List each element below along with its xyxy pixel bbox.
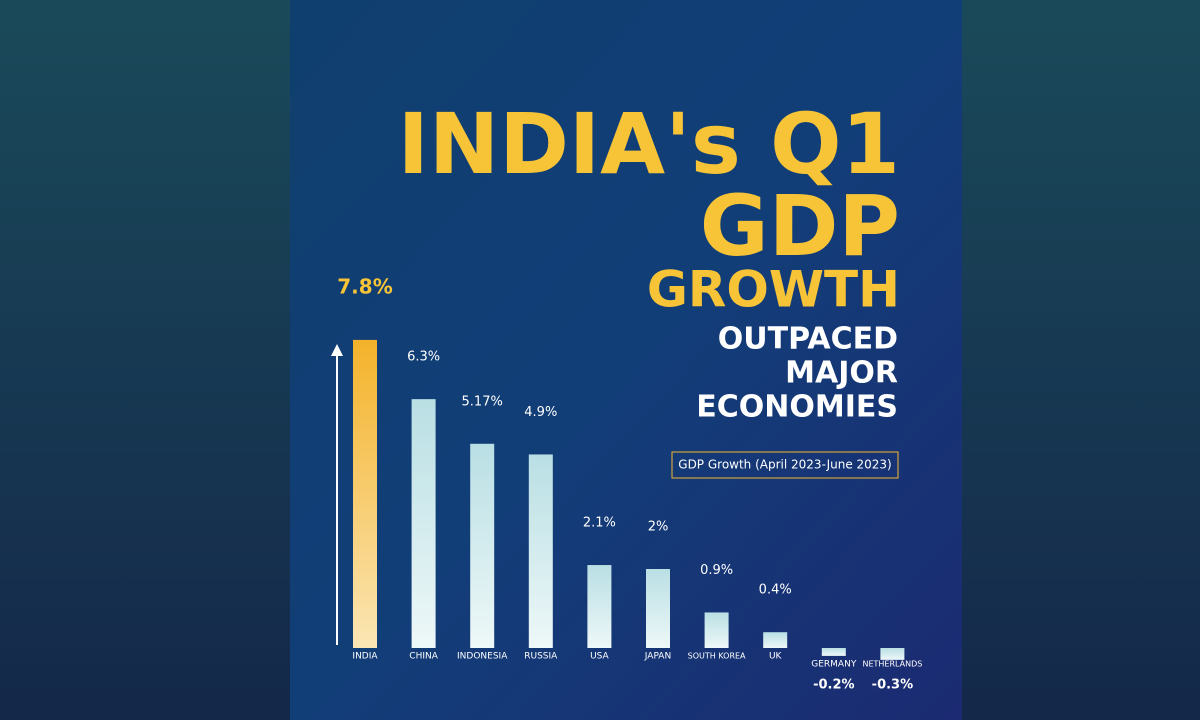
value-label: 4.9% (524, 405, 557, 420)
bar (587, 565, 612, 648)
value-label: 7.8% (337, 274, 392, 298)
arrow-head (331, 344, 343, 356)
blurred-side (0, 0, 290, 720)
category-label: CHINA (409, 652, 438, 662)
subtitle: ECONOMIES (696, 390, 898, 425)
bar (880, 648, 905, 660)
note: GDP Growth (April 2023-June 2023) (678, 458, 891, 472)
subtitle: MAJOR (785, 356, 898, 391)
value-label: 5.17% (462, 394, 503, 409)
value-label: 6.3% (407, 350, 440, 365)
note-box (671, 451, 899, 479)
value-label: 0.9% (700, 563, 733, 578)
value-label: 2% (648, 520, 669, 535)
category-label: RUSSIA (524, 652, 558, 662)
bar (763, 632, 788, 648)
category-label: USA (590, 652, 609, 662)
bar (704, 612, 729, 648)
bar (821, 648, 846, 656)
value-label: 0.4% (759, 583, 792, 598)
value-label: 2.1% (583, 516, 616, 531)
bar (353, 339, 377, 648)
category-label: INDONESIA (457, 652, 508, 662)
bar (411, 399, 436, 648)
value-label: -0.3% (872, 678, 913, 693)
title: INDIA's Q1 (398, 95, 900, 193)
bar (528, 454, 553, 648)
category-label: SOUTH KOREA (688, 652, 746, 661)
subtitle: OUTPACED (718, 322, 898, 357)
bar (470, 443, 495, 648)
panel (290, 0, 962, 720)
category-label: INDIA (352, 652, 378, 662)
category-label: NETHERLANDS (862, 660, 922, 669)
bar (646, 569, 670, 648)
category-label: UK (769, 652, 783, 662)
category-label: GERMANY (811, 660, 857, 670)
blurred-side (962, 0, 1200, 720)
title: GROWTH (647, 261, 900, 319)
value-label: -0.2% (813, 678, 854, 693)
category-label: JAPAN (644, 652, 671, 662)
title: GDP (700, 177, 900, 275)
